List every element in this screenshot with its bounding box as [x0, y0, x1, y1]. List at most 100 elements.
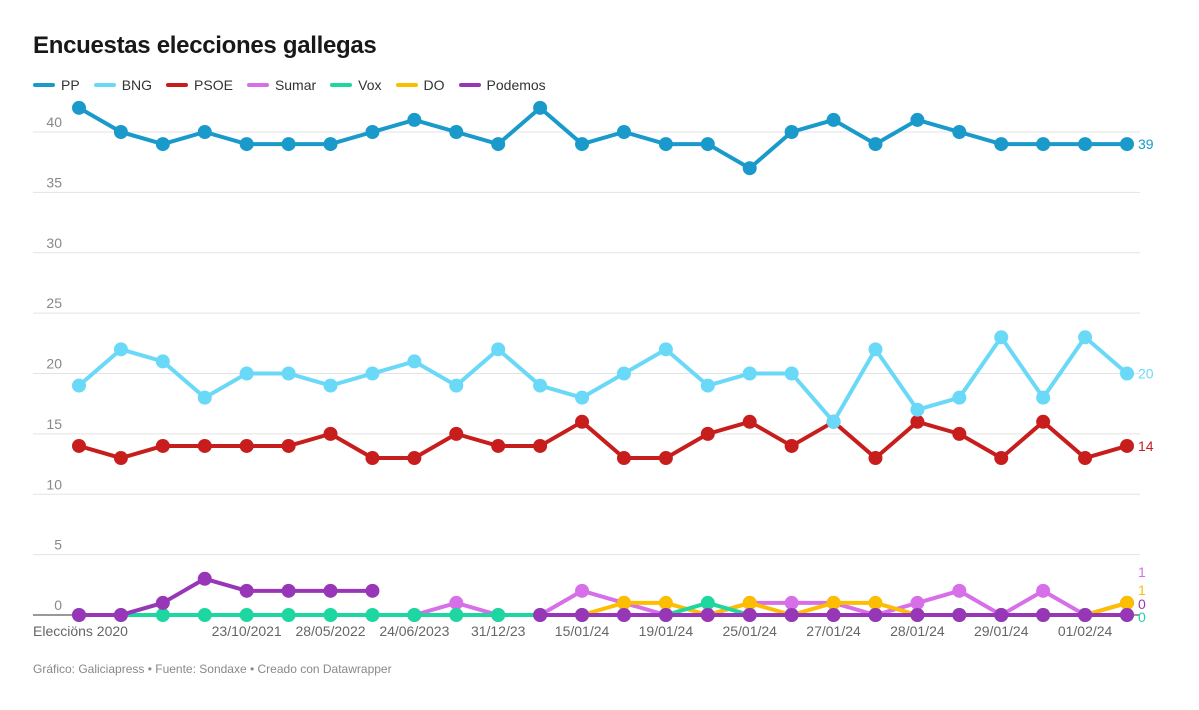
data-point-psoe: [784, 438, 799, 453]
data-point-psoe: [197, 438, 212, 453]
data-point-vox: [449, 608, 464, 622]
data-point-vox: [407, 608, 422, 622]
series-line-pp: [78, 105, 1127, 171]
data-point-bng: [113, 342, 128, 357]
end-label-podemos: 0: [1138, 596, 1146, 612]
data-point-psoe: [952, 426, 967, 441]
data-point-pp: [575, 137, 590, 152]
y-tick-label: 0: [54, 597, 62, 613]
series-line-bng: [77, 335, 1129, 424]
x-tick-label: 29/01/24: [974, 623, 1029, 639]
chart-title: Encuestas elecciones gallegas: [33, 32, 377, 59]
data-point-pp: [533, 100, 548, 115]
data-point-podemos: [742, 608, 757, 622]
data-point-bng: [281, 366, 296, 381]
legend-item-pp: PP: [33, 77, 80, 93]
data-point-pp: [910, 112, 925, 127]
legend: PP BNG PSOE Sumar Vox DO Podemos: [33, 77, 546, 93]
data-point-bng: [658, 342, 673, 357]
data-point-psoe: [1078, 451, 1093, 466]
data-point-podemos: [910, 608, 925, 622]
data-point-psoe: [1036, 414, 1051, 429]
data-point-psoe: [700, 426, 715, 441]
data-point-bng: [491, 342, 506, 357]
legend-swatch: [330, 83, 353, 87]
data-point-pp: [700, 137, 715, 152]
data-point-vox: [365, 608, 380, 622]
data-point-pp: [113, 125, 128, 139]
legend-label: DO: [423, 77, 445, 93]
data-point-bng: [239, 366, 254, 381]
legend-item-vox: Vox: [330, 77, 382, 93]
data-point-podemos: [1036, 608, 1051, 622]
legend-label: PSOE: [194, 77, 233, 93]
data-point-sumar: [784, 595, 799, 610]
legend-label: PP: [61, 77, 80, 93]
data-point-psoe: [407, 451, 422, 466]
x-tick-label: 31/12/23: [471, 623, 526, 639]
data-point-psoe: [910, 414, 925, 429]
data-point-vox: [155, 608, 170, 622]
data-point-psoe: [1120, 438, 1134, 453]
x-tick-label: 28/05/2022: [295, 623, 365, 639]
data-point-podemos: [658, 608, 673, 622]
data-point-pp: [868, 137, 883, 152]
data-point-psoe: [742, 414, 757, 429]
data-point-bng: [868, 342, 883, 357]
data-point-pp: [365, 125, 380, 139]
data-point-podemos: [281, 583, 296, 598]
data-point-psoe: [239, 438, 254, 453]
x-tick-label: 28/01/24: [890, 623, 945, 639]
series-line-psoe: [78, 419, 1128, 461]
legend-item-psoe: PSOE: [166, 77, 233, 93]
data-point-podemos: [113, 608, 128, 622]
data-point-pp: [658, 137, 673, 152]
data-point-psoe: [994, 451, 1009, 466]
x-tick-label: 23/10/2021: [212, 623, 282, 639]
data-point-podemos: [365, 583, 380, 598]
legend-swatch: [93, 83, 116, 87]
data-point-podemos: [952, 608, 967, 622]
data-point-podemos: [700, 608, 715, 622]
end-label-vox: 0: [1138, 609, 1146, 625]
data-point-bng: [700, 378, 715, 393]
data-point-bng: [407, 354, 422, 369]
data-point-bng: [533, 378, 548, 393]
end-label-psoe: 14: [1138, 438, 1154, 454]
data-point-bng: [994, 330, 1009, 345]
end-label-sumar: 1: [1138, 564, 1146, 580]
end-label-pp: 39: [1138, 136, 1154, 152]
legend-label: Vox: [358, 77, 382, 93]
legend-item-do: DO: [395, 77, 445, 93]
legend-swatch: [246, 83, 269, 87]
data-point-pp: [449, 125, 464, 139]
data-point-pp: [742, 161, 757, 176]
y-tick-label: 40: [46, 114, 62, 130]
data-point-vox: [197, 608, 212, 622]
x-tick-label: 27/01/24: [806, 623, 861, 639]
data-point-bng: [575, 390, 590, 405]
data-point-sumar: [1036, 583, 1051, 598]
data-point-pp: [323, 137, 338, 152]
data-point-pp: [616, 125, 631, 139]
data-point-pp: [281, 137, 296, 152]
y-tick-label: 10: [46, 476, 62, 492]
x-tick-label: 19/01/24: [639, 623, 694, 639]
data-point-pp: [1036, 137, 1051, 152]
legend-label: BNG: [121, 77, 153, 93]
data-point-bng: [742, 366, 757, 381]
legend-item-bng: BNG: [93, 77, 153, 93]
data-point-vox: [281, 608, 296, 622]
data-point-podemos: [784, 608, 799, 622]
data-point-do: [826, 595, 841, 610]
data-point-pp: [826, 112, 841, 127]
data-point-bng: [1120, 366, 1134, 381]
data-point-podemos: [1120, 608, 1134, 622]
y-tick-label: 35: [46, 174, 62, 190]
legend-swatch: [33, 83, 55, 87]
data-point-podemos: [533, 608, 548, 622]
footer-credits: Gráfico: Galiciapress • Fuente: Sondaxe …: [33, 662, 392, 676]
series-line-sumar: [413, 588, 1128, 617]
